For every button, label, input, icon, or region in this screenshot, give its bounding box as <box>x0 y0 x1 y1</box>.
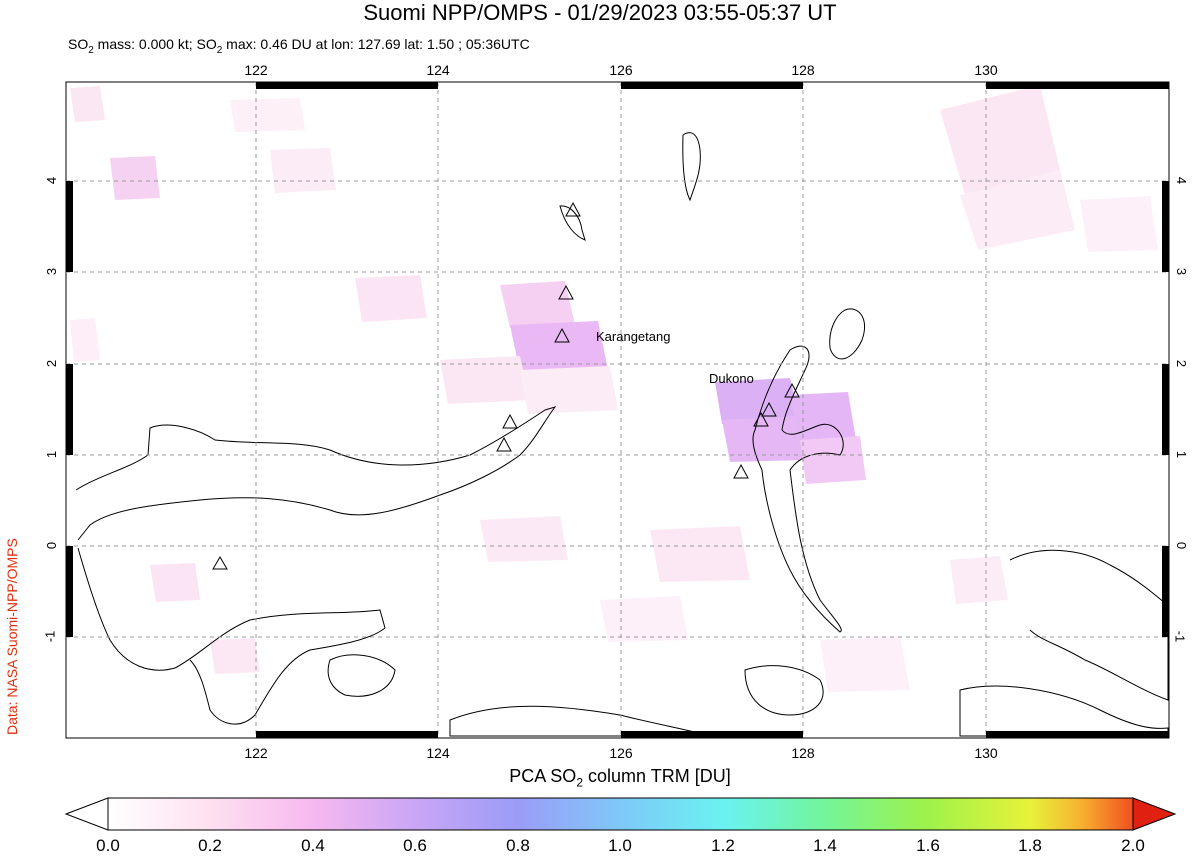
lon-label-bottom: 128 <box>791 745 815 761</box>
lat-label-left: -1 <box>42 630 58 643</box>
lat-label-right: 3 <box>1174 267 1190 276</box>
lat-label-left: 2 <box>44 359 60 368</box>
subtitle-text: SO <box>68 36 89 52</box>
lon-label-top: 122 <box>244 62 268 78</box>
volcano-icon <box>212 556 228 570</box>
subtitle-sub: 2 <box>216 44 223 56</box>
map-title: Suomi NPP/OMPS - 01/29/2023 03:55-05:37 … <box>363 0 837 25</box>
volcano-icon <box>554 327 570 343</box>
lat-label-left: 4 <box>44 176 60 185</box>
volcano-icon <box>558 284 574 300</box>
graticule <box>66 82 1169 738</box>
lon-label-bottom: 130 <box>974 745 998 761</box>
subtitle-sub: 2 <box>88 44 94 56</box>
lon-label-top: 126 <box>609 62 633 78</box>
colorbar-tick: 0.8 <box>506 836 530 855</box>
colorbar-title-text: column TRM [DU] <box>583 766 731 786</box>
lat-label-right: -1 <box>1172 630 1188 643</box>
colorbar-scale <box>107 797 1134 831</box>
lon-label-bottom: 124 <box>426 745 450 761</box>
colorbar-title: PCA SO2 column TRM [DU] <box>0 766 1200 790</box>
volcano-icon <box>784 382 800 398</box>
lon-label-top: 128 <box>791 62 815 78</box>
colorbar-tick: 0.4 <box>301 836 325 855</box>
volcano-icon <box>502 413 518 429</box>
colorbar-title-sub: 2 <box>576 775 583 790</box>
subtitle-text: max: 0.46 DU at lon: 127.69 lat: 1.50 ; … <box>222 36 530 52</box>
volcano-icon <box>565 201 581 217</box>
lon-label-top: 124 <box>426 62 450 78</box>
volcano-icon <box>733 463 749 479</box>
lon-label-bottom: 126 <box>609 745 633 761</box>
so2-pixels <box>70 85 1158 692</box>
map-subtitle: SO2 mass: 0.000 kt; SO2 max: 0.46 DU at … <box>68 36 530 56</box>
lat-label-right: 0 <box>1174 541 1190 550</box>
volcano-markers <box>212 201 800 570</box>
lat-label-right: 2 <box>1174 359 1190 368</box>
colorbar-tick: 1.8 <box>1018 836 1042 855</box>
volcano-icon <box>753 411 769 427</box>
lon-label-bottom: 122 <box>244 745 268 761</box>
lat-label-right: 1 <box>1174 450 1190 459</box>
volcano-icon <box>761 401 777 417</box>
frame-ticks <box>66 82 1169 738</box>
volcano-icon <box>496 436 512 452</box>
lon-label-top: 130 <box>974 62 998 78</box>
colorbar-max-arrow <box>1132 797 1177 831</box>
colorbar-tick: 1.2 <box>711 836 735 855</box>
colorbar-min-arrow <box>64 797 109 831</box>
subtitle-text: mass: 0.000 kt; SO <box>93 36 217 52</box>
colorbar-tick: 0.2 <box>198 836 222 855</box>
lat-label-left: 3 <box>44 267 60 276</box>
colorbar-tick: 1.0 <box>608 836 632 855</box>
colorbar-tick: 2.0 <box>1121 836 1145 855</box>
lat-label-left: 1 <box>44 450 60 459</box>
colorbar-tick: 1.6 <box>916 836 940 855</box>
colorbar-tick: 1.4 <box>813 836 837 855</box>
lat-label-right: 4 <box>1174 176 1190 185</box>
volcano-label-dukono: Dukono <box>709 371 754 386</box>
colorbar-tick: 0.0 <box>96 836 120 855</box>
colorbar-title-text: PCA SO <box>509 766 577 786</box>
lat-label-left: 0 <box>44 541 60 550</box>
colorbar-tick: 0.6 <box>403 836 427 855</box>
volcano-label-karangetang: Karangetang <box>596 329 671 344</box>
colorbar <box>64 797 1177 831</box>
